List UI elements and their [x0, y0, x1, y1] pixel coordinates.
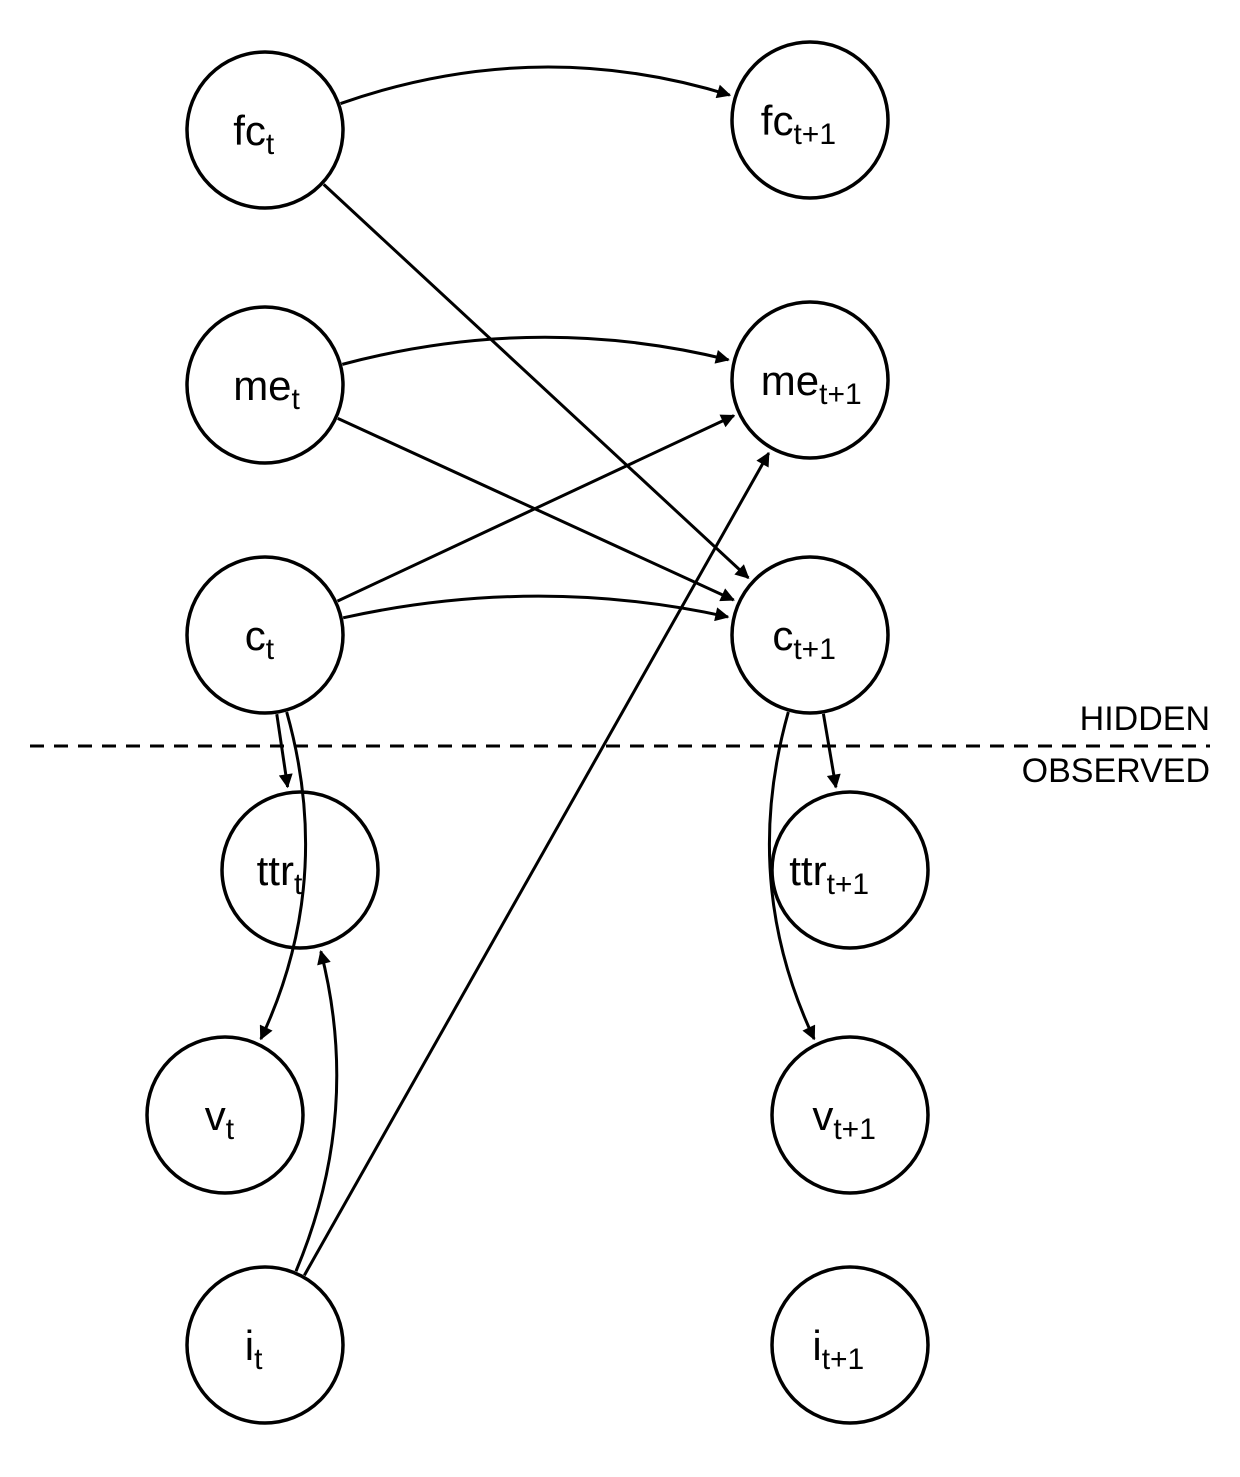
node-me_t: met	[187, 307, 343, 463]
node-label-i_t: it	[245, 1322, 263, 1376]
bayesian-network-diagram: HIDDEN OBSERVED fct fct+1 met met+1 ct ct+1 ttrt…	[0, 0, 1240, 1477]
node-label-v_t: vt	[205, 1092, 235, 1146]
edge-c_t-to-ttr_t	[277, 714, 288, 787]
node-label-fc_t: fct	[233, 107, 275, 161]
node-label-me_t: met	[233, 362, 300, 416]
nodes-group: fct fct+1 met met+1 ct ct+1 ttrt ttrt+1 vt vt+1 it…	[147, 42, 928, 1423]
edge-me_t-to-me_t1	[342, 337, 728, 364]
node-ttr_t1: ttrt+1	[772, 792, 928, 948]
node-me_t1: met+1	[732, 302, 888, 458]
node-label-c_t1: ct+1	[772, 612, 836, 666]
node-label-fc_t1: fct+1	[761, 97, 836, 151]
node-v_t1: vt+1	[772, 1037, 928, 1193]
node-ttr_t: ttrt	[222, 792, 378, 948]
node-label-ttr_t: ttrt	[257, 847, 303, 901]
node-fc_t1: fct+1	[732, 42, 888, 198]
edge-fc_t-to-fc_t1	[340, 67, 729, 103]
node-v_t: vt	[147, 1037, 303, 1193]
node-circle-i_t	[187, 1267, 343, 1423]
edge-fc_t-to-c_t1	[324, 184, 749, 578]
hidden-label: HIDDEN	[1080, 700, 1210, 738]
edge-c_t1-to-ttr_t1	[823, 714, 835, 787]
node-label-c_t: ct	[245, 612, 275, 666]
node-c_t1: ct+1	[732, 557, 888, 713]
node-label-i_t1: it+1	[812, 1322, 864, 1376]
edge-c_t-to-c_t1	[343, 596, 728, 618]
node-label-v_t1: vt+1	[812, 1092, 876, 1146]
node-c_t: ct	[187, 557, 343, 713]
node-i_t: it	[187, 1267, 343, 1423]
observed-label: OBSERVED	[1022, 752, 1210, 790]
node-label-me_t1: met+1	[761, 357, 862, 411]
node-fc_t: fct	[187, 52, 343, 208]
node-label-ttr_t1: ttrt+1	[789, 847, 869, 901]
edge-i_t-to-me_t1	[304, 453, 768, 1275]
node-i_t1: it+1	[772, 1267, 928, 1423]
edges-group	[261, 67, 836, 1275]
